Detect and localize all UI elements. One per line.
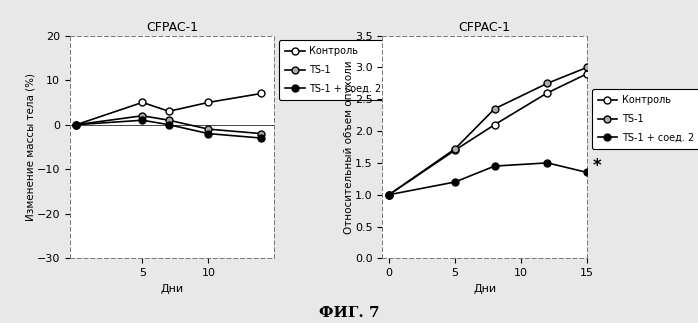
Y-axis label: Изменение массы тела (%): Изменение массы тела (%) xyxy=(25,73,35,221)
Title: CFPAC-1: CFPAC-1 xyxy=(146,21,198,34)
Legend: Контроль, TS-1, TS-1 + соед. 2: Контроль, TS-1, TS-1 + соед. 2 xyxy=(279,40,387,99)
Y-axis label: Относительный объем опухоли: Относительный объем опухоли xyxy=(343,60,353,234)
X-axis label: Дни: Дни xyxy=(161,284,184,294)
Text: ФИГ. 7: ФИГ. 7 xyxy=(319,306,379,320)
Text: *: * xyxy=(593,157,601,175)
Title: CFPAC-1: CFPAC-1 xyxy=(459,21,511,34)
X-axis label: Дни: Дни xyxy=(473,284,496,294)
Legend: Контроль, TS-1, TS-1 + соед. 2: Контроль, TS-1, TS-1 + соед. 2 xyxy=(592,89,698,149)
